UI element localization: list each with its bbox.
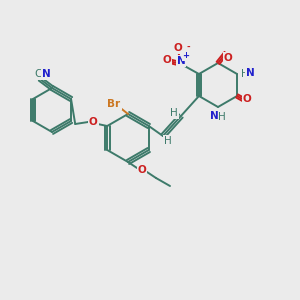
Text: Br: Br	[107, 99, 121, 109]
Text: +: +	[182, 52, 189, 61]
Text: N: N	[210, 111, 218, 121]
Text: O: O	[138, 165, 146, 175]
Text: O: O	[243, 94, 251, 104]
Text: C: C	[34, 69, 42, 79]
Text: O: O	[89, 117, 98, 127]
Text: N: N	[42, 69, 50, 79]
Text: N: N	[246, 68, 254, 78]
Text: O: O	[224, 53, 232, 63]
Text: O: O	[163, 55, 171, 65]
Text: H: H	[218, 112, 226, 122]
Text: -: -	[186, 43, 190, 52]
Text: O: O	[174, 43, 182, 53]
Text: H: H	[170, 108, 178, 118]
Text: H: H	[164, 136, 172, 146]
Text: N: N	[177, 56, 185, 66]
Text: H: H	[241, 69, 249, 79]
